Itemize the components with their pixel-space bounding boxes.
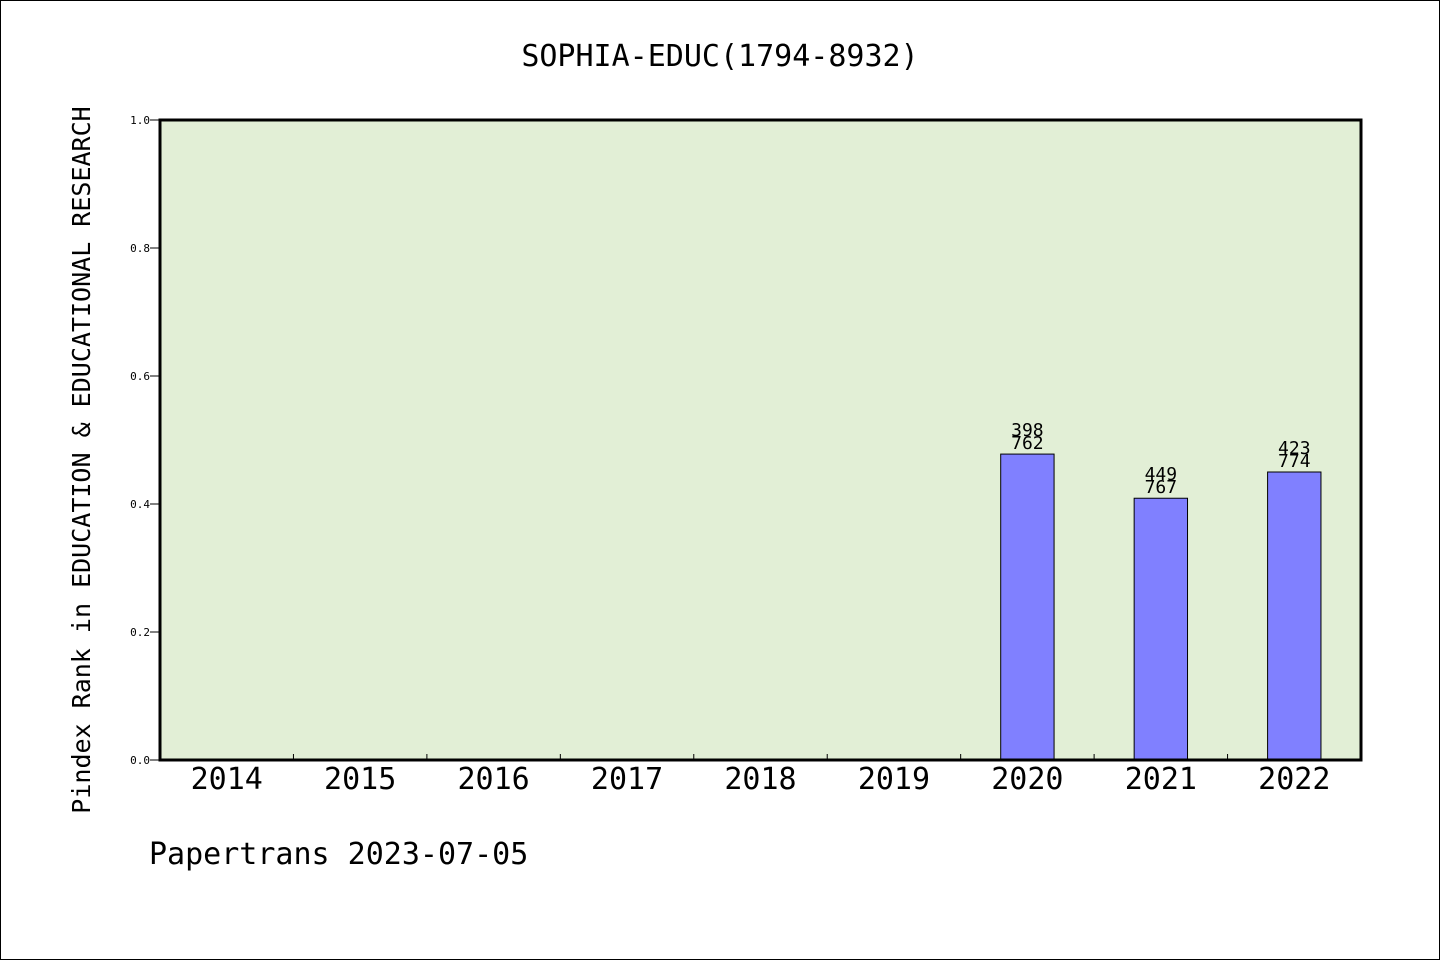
y-tick-label: 0.2 — [130, 626, 150, 639]
bar-label-bottom: 767 — [1145, 477, 1178, 498]
x-tick-label: 2016 — [457, 762, 529, 797]
bar — [1000, 453, 1055, 761]
bar-label-bottom: 774 — [1278, 451, 1311, 472]
bar — [1267, 471, 1322, 761]
x-tick-label: 2017 — [591, 762, 663, 797]
x-tick-label: 2020 — [991, 762, 1063, 797]
y-tick-label: 0.6 — [130, 370, 150, 383]
bar-label-top: 449 — [1145, 464, 1178, 485]
y-axis: 0.0 0.2 0.4 0.6 0.8 1.0 — [130, 114, 160, 767]
x-tick-label: 2019 — [858, 762, 930, 797]
x-tick-label: 2022 — [1258, 762, 1330, 797]
y-tick-label: 0.4 — [130, 498, 150, 511]
y-axis-label: Pindex Rank in EDUCATION & EDUCATIONAL R… — [67, 106, 96, 813]
y-tick-label: 0.0 — [130, 754, 150, 767]
x-tick-label: 2018 — [724, 762, 796, 797]
x-tick-label: 2015 — [324, 762, 396, 797]
plot-border — [158, 118, 1363, 762]
bar-label-top: 423 — [1278, 438, 1311, 459]
y-tick-label: 1.0 — [130, 114, 150, 127]
x-tick-label: 2014 — [191, 762, 263, 797]
footer-text: Papertrans 2023-07-05 — [149, 837, 528, 872]
x-axis: 2014 2015 2016 2017 2018 2019 2020 2021 2022 — [191, 754, 1330, 797]
bar-label-top: 398 — [1011, 420, 1044, 441]
x-tick-label: 2021 — [1125, 762, 1197, 797]
bar — [1133, 497, 1189, 761]
chart-title: SOPHIA-EDUC(1794-8932) — [521, 39, 918, 74]
bar-label-bottom: 762 — [1011, 433, 1044, 454]
y-tick-label: 0.8 — [130, 242, 150, 255]
